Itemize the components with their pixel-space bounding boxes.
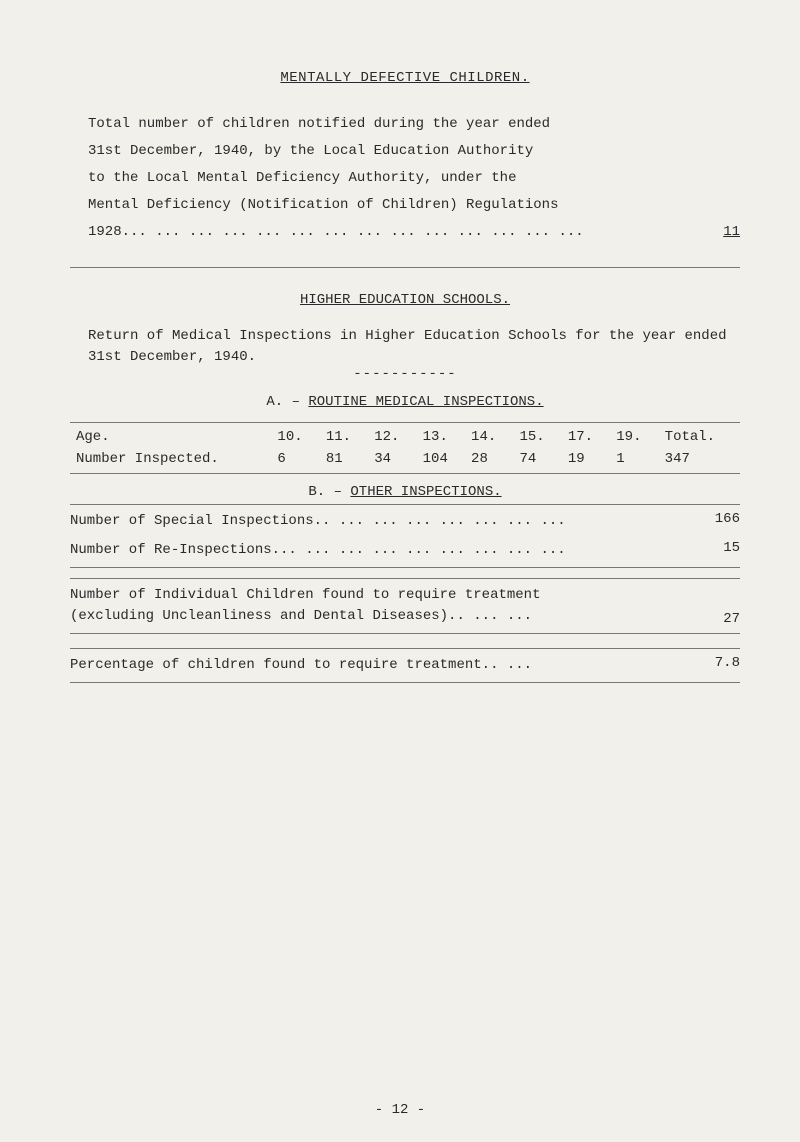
intro-line: 31st December, 1940, by the Local Educat… (88, 141, 740, 162)
intro-line: 1928... ... ... ... ... ... ... ... ... … (88, 222, 740, 243)
age-val: 81 (320, 448, 368, 474)
intro-line: Mental Deficiency (Notification of Child… (88, 195, 740, 216)
table-row: Number Inspected. 6 81 34 104 28 74 19 1… (70, 448, 740, 474)
row-special-inspections: Number of Special Inspections.. ... ... … (70, 504, 740, 538)
individual-line1: Number of Individual Children found to r… (70, 585, 680, 606)
age-col: 10. (271, 423, 319, 449)
age-val: 74 (513, 448, 561, 474)
section-title-higher-ed: HIGHER EDUCATION SCHOOLS. (70, 292, 740, 308)
age-val: 28 (465, 448, 513, 474)
row-value: 166 (680, 511, 740, 532)
age-val: 6 (271, 448, 319, 474)
age-col: 12. (368, 423, 416, 449)
row-value: 7.8 (680, 655, 740, 676)
row-value: 27 (680, 611, 740, 627)
age-col: 11. (320, 423, 368, 449)
age-col: 17. (562, 423, 610, 449)
row-label: Percentage of children found to require … (70, 655, 680, 676)
subhead-other: B. – OTHER INSPECTIONS. (70, 484, 740, 500)
routine-label: ROUTINE MEDICAL INSPECTIONS. (308, 394, 543, 410)
age-val: 104 (417, 448, 465, 474)
age-col: Total. (659, 423, 740, 449)
dashes: ----------- (70, 366, 740, 382)
main-title: MENTALLY DEFECTIVE CHILDREN. (70, 70, 740, 86)
age-col: 19. (610, 423, 658, 449)
age-table: Age. 10. 11. 12. 13. 14. 15. 17. 19. Tot… (70, 422, 740, 474)
age-col: 13. (417, 423, 465, 449)
intro-paragraph: Total number of children notified during… (88, 114, 740, 243)
higher-ed-para: Return of Medical Inspections in Higher … (88, 326, 740, 368)
age-val: 34 (368, 448, 416, 474)
row-label: Number Inspected. (70, 448, 271, 474)
subhead-routine: A. – ROUTINE MEDICAL INSPECTIONS. (70, 394, 740, 410)
divider (70, 267, 740, 268)
footer-page-number: - 12 - (0, 1102, 800, 1118)
age-col: 15. (513, 423, 561, 449)
row-re-inspections: Number of Re-Inspections... ... ... ... … (70, 538, 740, 568)
intro-line: to the Local Mental Deficiency Authority… (88, 168, 740, 189)
row-label: Number of Re-Inspections... ... ... ... … (70, 540, 680, 561)
other-label: OTHER INSPECTIONS. (350, 484, 501, 500)
intro-line: Total number of children notified during… (88, 114, 740, 135)
age-col: 14. (465, 423, 513, 449)
row-percentage: Percentage of children found to require … (70, 648, 740, 683)
row-individual-children: Number of Individual Children found to r… (70, 578, 740, 634)
age-header-label: Age. (70, 423, 271, 449)
age-val: 1 (610, 448, 658, 474)
row-label: Number of Special Inspections.. ... ... … (70, 511, 680, 532)
age-val: 19 (562, 448, 610, 474)
row-label: Number of Individual Children found to r… (70, 585, 680, 627)
intro-dots: 1928... ... ... ... ... ... ... ... ... … (88, 224, 584, 240)
age-val: 347 (659, 448, 740, 474)
intro-page-ref: 11 (723, 222, 740, 243)
table-row: Age. 10. 11. 12. 13. 14. 15. 17. 19. Tot… (70, 423, 740, 449)
row-value: 15 (680, 540, 740, 561)
individual-line2: (excluding Uncleanliness and Dental Dise… (70, 606, 680, 627)
routine-prefix: A. – (266, 394, 308, 410)
other-prefix: B. – (308, 484, 350, 500)
